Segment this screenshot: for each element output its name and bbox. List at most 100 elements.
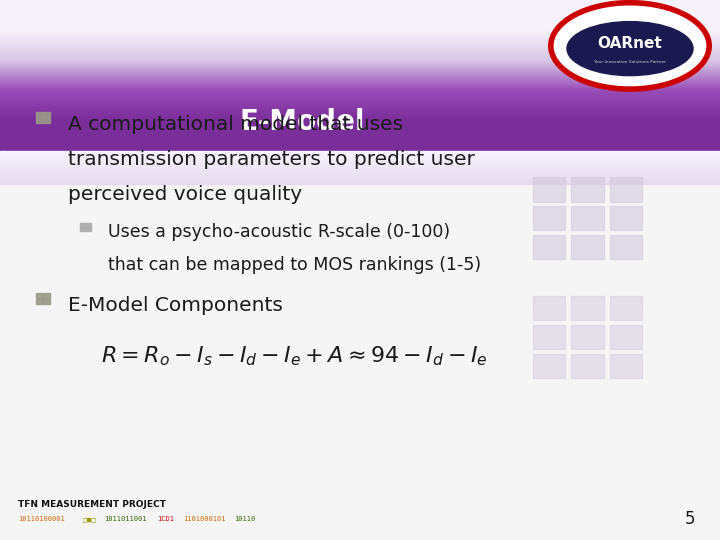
Text: 10110: 10110	[234, 516, 256, 523]
Bar	[0, 108, 720, 109]
Bar	[0, 48, 720, 49]
Bar	[0, 121, 720, 122]
Bar	[0, 78, 720, 79]
Bar	[0, 144, 720, 145]
Bar	[0, 157, 720, 158]
Bar	[0, 68, 720, 69]
Ellipse shape	[560, 9, 701, 82]
Bar	[0, 115, 720, 116]
Bar	[0, 5, 720, 6]
Bar	[0, 160, 720, 161]
Bar	[0, 103, 720, 104]
Bar	[0, 152, 720, 153]
Bar	[0, 7, 720, 8]
Bar	[0, 15, 720, 16]
Bar	[0, 126, 720, 127]
Bar	[0, 147, 720, 148]
Bar	[0, 109, 720, 110]
Bar	[0, 182, 720, 183]
Bar	[0, 113, 720, 114]
Bar	[0, 56, 720, 57]
Bar	[0, 28, 720, 29]
Bar	[0, 132, 720, 133]
Bar	[0, 100, 720, 102]
Bar	[0, 173, 720, 174]
Bar	[0, 4, 720, 5]
Bar	[0, 31, 720, 32]
Bar	[0, 75, 720, 76]
Bar	[0, 110, 720, 111]
Bar	[0, 172, 720, 173]
Bar	[0, 49, 720, 50]
Bar	[0, 158, 720, 159]
Bar	[0, 151, 720, 152]
Bar	[0, 22, 720, 23]
Bar	[80, 227, 85, 231]
Bar	[571, 325, 603, 349]
Bar	[0, 170, 720, 171]
Bar	[610, 235, 642, 259]
Bar	[533, 177, 565, 201]
Bar	[0, 139, 720, 140]
Bar	[0, 178, 720, 179]
Bar	[0, 10, 720, 11]
Bar	[0, 125, 720, 126]
Bar	[0, 3, 720, 4]
Bar	[86, 227, 91, 231]
Bar	[0, 167, 720, 168]
Bar	[610, 296, 642, 320]
Bar	[0, 146, 720, 147]
Bar	[0, 40, 720, 41]
Bar	[0, 177, 720, 178]
Bar	[43, 293, 50, 298]
Bar	[0, 92, 720, 93]
Bar	[0, 106, 720, 107]
Bar	[0, 57, 720, 58]
Bar	[571, 235, 603, 259]
Text: 10110100001: 10110100001	[18, 516, 65, 523]
Bar	[0, 37, 720, 38]
Bar	[0, 13, 720, 14]
Bar	[0, 128, 720, 129]
Bar	[0, 17, 720, 18]
Bar	[0, 164, 720, 165]
Bar	[0, 105, 720, 106]
Bar	[610, 206, 642, 231]
Bar	[0, 47, 720, 48]
Bar	[610, 325, 642, 349]
Bar	[0, 117, 720, 118]
Bar	[0, 95, 720, 96]
Bar	[0, 21, 720, 22]
Bar	[0, 85, 720, 86]
Bar	[0, 143, 720, 144]
Bar	[0, 63, 720, 64]
Text: 1101000101: 1101000101	[184, 516, 226, 523]
Bar	[0, 149, 720, 150]
Bar	[0, 9, 720, 10]
Bar	[0, 0, 720, 1]
Bar	[533, 354, 565, 378]
Bar	[0, 90, 720, 91]
Bar	[610, 354, 642, 378]
Bar	[0, 64, 720, 65]
Bar	[0, 42, 720, 43]
Bar	[0, 38, 720, 39]
Text: E-Model: E-Model	[240, 107, 365, 136]
Bar	[0, 36, 720, 37]
Bar	[571, 354, 603, 378]
Bar	[0, 150, 720, 151]
Bar	[43, 299, 50, 303]
Bar	[0, 127, 720, 128]
Bar	[36, 293, 42, 298]
Bar	[0, 183, 720, 184]
Bar	[0, 81, 720, 82]
Text: TFN MEASUREMENT PROJECT: TFN MEASUREMENT PROJECT	[18, 501, 166, 509]
Bar	[0, 32, 720, 33]
Bar	[0, 71, 720, 72]
Bar	[0, 24, 720, 25]
Bar	[0, 72, 720, 73]
Bar	[0, 122, 720, 123]
Bar	[0, 66, 720, 68]
Bar	[0, 94, 720, 95]
Bar	[0, 46, 720, 47]
